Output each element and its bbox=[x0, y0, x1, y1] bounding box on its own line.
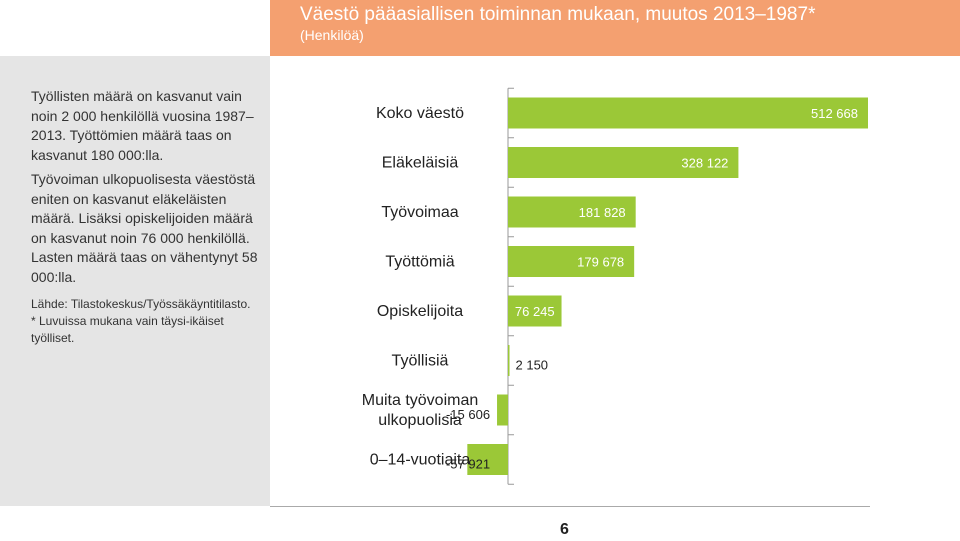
bar bbox=[467, 444, 508, 475]
top-left-blank bbox=[0, 0, 270, 56]
bar bbox=[497, 394, 508, 426]
source-text: Lähde: Tilastokeskus/Työssäkäyntitilasto… bbox=[31, 297, 251, 311]
footer-divider bbox=[270, 506, 870, 507]
value-label: 2 150 bbox=[516, 358, 549, 373]
summary-paragraph-outside-workforce: Työvoiman ulkopuolisesta väestöstä enite… bbox=[31, 171, 258, 285]
category-label: Muita työvoiman bbox=[362, 392, 479, 409]
bottom-band bbox=[0, 506, 960, 541]
category-label: Eläkeläisiä bbox=[382, 155, 459, 172]
bar bbox=[508, 97, 868, 129]
value-label: -15 606 bbox=[446, 407, 490, 422]
page-subtitle: (Henkilöä) bbox=[300, 27, 364, 43]
population-change-bar-chart: Koko väestö 512 668 Eläkeläisiä 328 122 Työv… bbox=[362, 87, 868, 485]
page-title: Väestö pääasiallisen toiminnan mukaan, m… bbox=[300, 4, 816, 25]
category-label: Työttömiä bbox=[385, 254, 454, 271]
category-label: Työllisiä bbox=[392, 353, 449, 370]
category-label: ulkopuolisia bbox=[378, 412, 462, 429]
value-label: 328 122 bbox=[681, 156, 728, 171]
value-label: 179 678 bbox=[577, 255, 624, 270]
bar bbox=[508, 295, 562, 327]
category-label: Opiskelijoita bbox=[377, 303, 463, 320]
bar bbox=[508, 246, 635, 277]
category-label: Koko väestö bbox=[376, 105, 464, 122]
value-label: 76 245 bbox=[515, 304, 555, 319]
value-label: 512 668 bbox=[811, 106, 858, 121]
footnote-text: * Luvuissa mukana vain täysi-ikäiset työ… bbox=[31, 314, 224, 345]
bar bbox=[508, 147, 739, 178]
header-band bbox=[270, 0, 960, 56]
value-label: -57 921 bbox=[446, 457, 490, 472]
side-panel bbox=[0, 0, 270, 506]
bar bbox=[508, 345, 510, 376]
bar bbox=[508, 196, 636, 228]
page-number: 6 bbox=[560, 521, 569, 538]
source-note: Lähde: Tilastokeskus/Työssäkäyntitilasto… bbox=[31, 296, 263, 347]
summary-paragraph-employment: Työllisten määrä on kasvanut vain noin 2… bbox=[31, 88, 254, 163]
category-label: 0–14-vuotiaita bbox=[370, 452, 471, 469]
category-label: Työvoimaa bbox=[381, 204, 458, 221]
value-label: 181 828 bbox=[579, 205, 626, 220]
